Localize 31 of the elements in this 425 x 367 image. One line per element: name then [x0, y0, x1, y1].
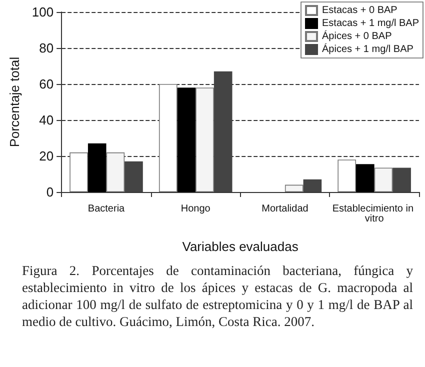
text: Figura 2. Porcentajes de contaminación bacteriana, fúngica y establecimiento in vitro de los ápices y estacas de G. macropoda al adicionar 100 mg/l de sulfato de estreptomicina y 0 y 1 mg/l de BAP al medio de cultivo. Guácimo, Limón, Costa Rica. 2007.	[21, 262, 414, 330]
bar	[124, 161, 143, 192]
bar	[88, 143, 106, 192]
x-tick-label: Hongo	[180, 204, 211, 214]
x-tick-label: Establecimiento in vitro	[332, 204, 416, 224]
bar	[196, 88, 214, 192]
x-axis-title: Variables evaluadas	[182, 239, 299, 254]
legend-label: Ápices + 1 mg/l BAP	[322, 43, 414, 55]
x-tick-label: Mortalidad	[262, 204, 308, 214]
legend-label: Ápices + 0 BAP	[322, 30, 392, 42]
x-tick-label: Bacteria	[88, 204, 126, 214]
legend-label: Estacas + 0 BAP	[322, 5, 398, 16]
y-axis-title: Porcentaje total	[7, 56, 22, 148]
y-tick-label: 20	[39, 148, 54, 164]
y-tick-label: 0	[46, 184, 54, 200]
y-tick-label: 60	[39, 76, 54, 92]
bar	[177, 88, 196, 192]
y-tick-label: 100	[32, 4, 54, 20]
bar	[284, 184, 304, 192]
bar	[70, 152, 88, 192]
y-tick-label: 40	[39, 112, 54, 128]
bar	[392, 168, 411, 192]
bar	[303, 179, 322, 192]
bar	[356, 164, 374, 192]
y-tick-label: 80	[39, 40, 54, 56]
bar	[214, 71, 232, 192]
bar	[106, 152, 125, 192]
bar	[158, 84, 178, 192]
legend-label: Estacas + 1 mg/l BAP	[322, 18, 420, 29]
bar	[374, 168, 393, 192]
bar	[338, 160, 356, 192]
